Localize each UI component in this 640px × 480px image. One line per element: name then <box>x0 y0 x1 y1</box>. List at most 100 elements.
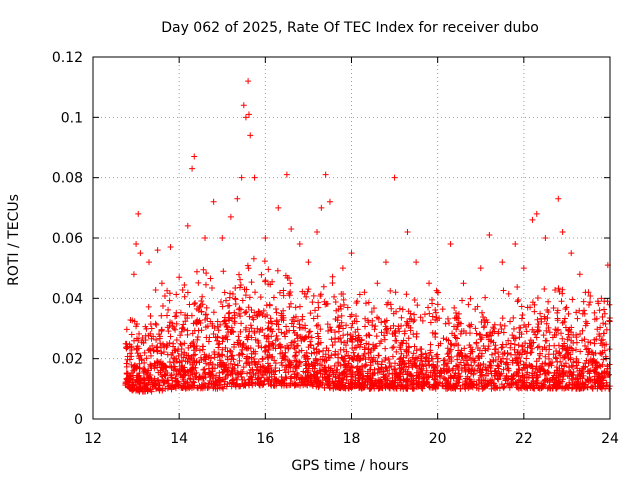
data-point <box>234 195 241 202</box>
data-point <box>173 291 180 298</box>
data-point <box>158 312 165 319</box>
data-point <box>273 332 280 339</box>
data-point <box>419 370 426 377</box>
data-point <box>370 354 377 361</box>
data-point <box>147 352 154 359</box>
data-point <box>288 375 295 382</box>
data-point <box>569 296 576 303</box>
data-point <box>322 171 329 178</box>
data-point <box>566 344 573 351</box>
data-point <box>168 364 175 371</box>
data-point <box>399 340 406 347</box>
data-point <box>251 174 258 181</box>
data-point <box>391 174 398 181</box>
data-point <box>237 306 244 313</box>
data-point <box>184 379 191 386</box>
data-point <box>527 383 534 390</box>
data-point <box>317 370 324 377</box>
data-point <box>413 354 420 361</box>
data-point <box>362 356 369 363</box>
data-point <box>212 378 219 385</box>
data-point <box>355 332 362 339</box>
data-point <box>213 372 220 379</box>
data-point <box>461 345 468 352</box>
data-point <box>302 322 309 329</box>
data-point <box>410 331 417 338</box>
data-point <box>147 379 154 386</box>
data-point <box>414 302 421 309</box>
data-point <box>575 359 582 366</box>
data-point <box>546 342 553 349</box>
data-point <box>426 310 433 317</box>
data-point <box>457 359 464 366</box>
data-point <box>145 375 152 382</box>
data-point <box>457 373 464 380</box>
data-point <box>158 326 165 333</box>
data-point <box>388 305 395 312</box>
data-point <box>387 287 394 294</box>
data-point <box>312 307 319 314</box>
data-point <box>219 338 226 345</box>
data-point <box>227 213 234 220</box>
data-point <box>452 370 459 377</box>
data-point <box>584 368 591 375</box>
data-point <box>247 132 254 139</box>
data-point <box>475 385 482 392</box>
data-point <box>168 320 175 327</box>
y-axis-label: ROTI / TECUs <box>6 194 22 286</box>
data-point <box>514 349 521 356</box>
data-point <box>280 287 287 294</box>
data-point <box>339 381 346 388</box>
data-point <box>295 317 302 324</box>
data-point <box>536 355 543 362</box>
data-point <box>441 368 448 375</box>
data-point <box>245 78 252 85</box>
data-point <box>561 353 568 360</box>
data-point <box>172 313 179 320</box>
data-point <box>298 337 305 344</box>
data-point <box>173 337 180 344</box>
data-point <box>372 323 379 330</box>
data-point <box>455 347 462 354</box>
data-point <box>265 319 272 326</box>
data-point <box>282 349 289 356</box>
data-point <box>403 385 410 392</box>
data-point <box>503 374 510 381</box>
data-point <box>393 373 400 380</box>
data-point <box>223 333 230 340</box>
data-point <box>303 365 310 372</box>
data-point <box>570 359 577 366</box>
data-point <box>225 310 232 317</box>
data-point <box>580 298 587 305</box>
data-point <box>129 385 136 392</box>
data-point <box>143 355 150 362</box>
data-point <box>148 325 155 332</box>
data-point <box>367 366 374 373</box>
data-point <box>577 383 584 390</box>
data-point <box>587 299 594 306</box>
data-point <box>237 328 244 335</box>
data-point <box>366 380 373 387</box>
data-point <box>382 357 389 364</box>
data-point <box>401 330 408 337</box>
data-point <box>510 314 517 321</box>
data-point <box>529 345 536 352</box>
data-point <box>147 330 154 337</box>
data-point <box>526 361 533 368</box>
data-point <box>211 324 218 331</box>
data-point <box>549 334 556 341</box>
data-point <box>244 345 251 352</box>
data-point <box>348 324 355 331</box>
data-point <box>246 294 253 301</box>
data-point <box>301 354 308 361</box>
data-point <box>466 367 473 374</box>
data-point <box>250 316 257 323</box>
data-point <box>315 322 322 329</box>
data-point <box>465 301 472 308</box>
data-point <box>512 241 519 248</box>
data-point <box>288 362 295 369</box>
data-point <box>200 266 207 273</box>
data-point <box>224 353 231 360</box>
data-point <box>317 339 324 346</box>
data-point <box>426 280 433 287</box>
